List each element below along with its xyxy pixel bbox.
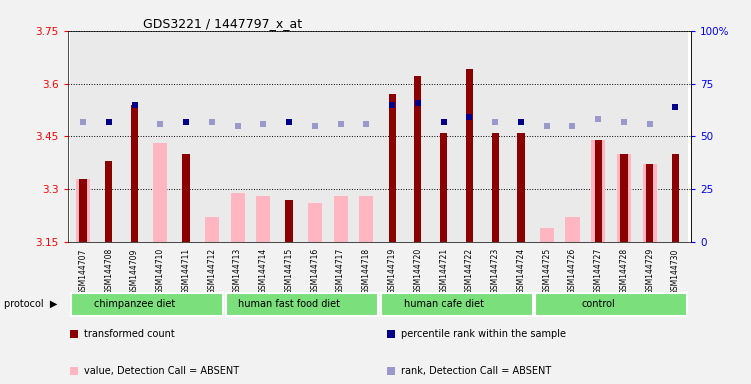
Bar <box>308 203 322 242</box>
Text: human cafe diet: human cafe diet <box>403 299 484 310</box>
Bar <box>457 31 482 242</box>
Bar <box>585 31 611 242</box>
Text: chimpanzee diet: chimpanzee diet <box>94 299 175 310</box>
Bar <box>80 179 86 242</box>
Bar <box>256 196 270 242</box>
Bar <box>153 143 167 242</box>
Bar <box>492 133 499 242</box>
Bar <box>231 193 245 242</box>
Bar <box>70 31 96 242</box>
Bar <box>646 164 653 242</box>
Bar <box>105 161 113 242</box>
Bar <box>540 228 553 242</box>
Bar <box>225 31 251 242</box>
Text: value, Detection Call = ABSENT: value, Detection Call = ABSENT <box>84 366 240 376</box>
Text: human fast food diet: human fast food diet <box>238 299 340 310</box>
Bar <box>276 31 302 242</box>
Bar <box>173 31 199 242</box>
FancyBboxPatch shape <box>381 293 532 316</box>
Bar <box>327 31 354 242</box>
Bar <box>379 31 405 242</box>
Bar <box>359 196 373 242</box>
Bar <box>595 140 602 242</box>
Bar <box>672 154 679 242</box>
Bar <box>147 31 173 242</box>
Text: transformed count: transformed count <box>84 329 175 339</box>
Bar <box>508 31 534 242</box>
Bar <box>285 200 293 242</box>
Bar <box>617 154 631 242</box>
Text: protocol  ▶: protocol ▶ <box>4 299 57 310</box>
Bar <box>354 31 379 242</box>
Text: GDS3221 / 1447797_x_at: GDS3221 / 1447797_x_at <box>143 17 302 30</box>
FancyBboxPatch shape <box>71 293 224 316</box>
Text: rank, Detection Call = ABSENT: rank, Detection Call = ABSENT <box>401 366 551 376</box>
Bar <box>251 31 276 242</box>
Bar <box>591 140 605 242</box>
Bar <box>131 105 138 242</box>
Bar <box>182 154 190 242</box>
Bar <box>405 31 431 242</box>
Bar <box>637 31 662 242</box>
Bar <box>199 31 225 242</box>
Bar <box>440 133 448 242</box>
Bar <box>96 31 122 242</box>
Bar <box>431 31 457 242</box>
Text: percentile rank within the sample: percentile rank within the sample <box>401 329 566 339</box>
FancyBboxPatch shape <box>226 293 378 316</box>
Bar <box>415 76 421 242</box>
Bar <box>611 31 637 242</box>
Bar <box>388 94 396 242</box>
Bar <box>122 31 147 242</box>
Bar <box>559 31 585 242</box>
FancyBboxPatch shape <box>535 293 687 316</box>
Bar <box>566 217 580 242</box>
Bar <box>76 179 90 242</box>
Bar <box>302 31 327 242</box>
Bar <box>333 196 348 242</box>
Bar <box>205 217 219 242</box>
Bar <box>517 133 524 242</box>
Bar <box>620 154 628 242</box>
Text: control: control <box>581 299 615 310</box>
Bar <box>482 31 508 242</box>
Bar <box>466 70 473 242</box>
Bar <box>643 164 657 242</box>
Bar <box>534 31 559 242</box>
Bar <box>662 31 689 242</box>
